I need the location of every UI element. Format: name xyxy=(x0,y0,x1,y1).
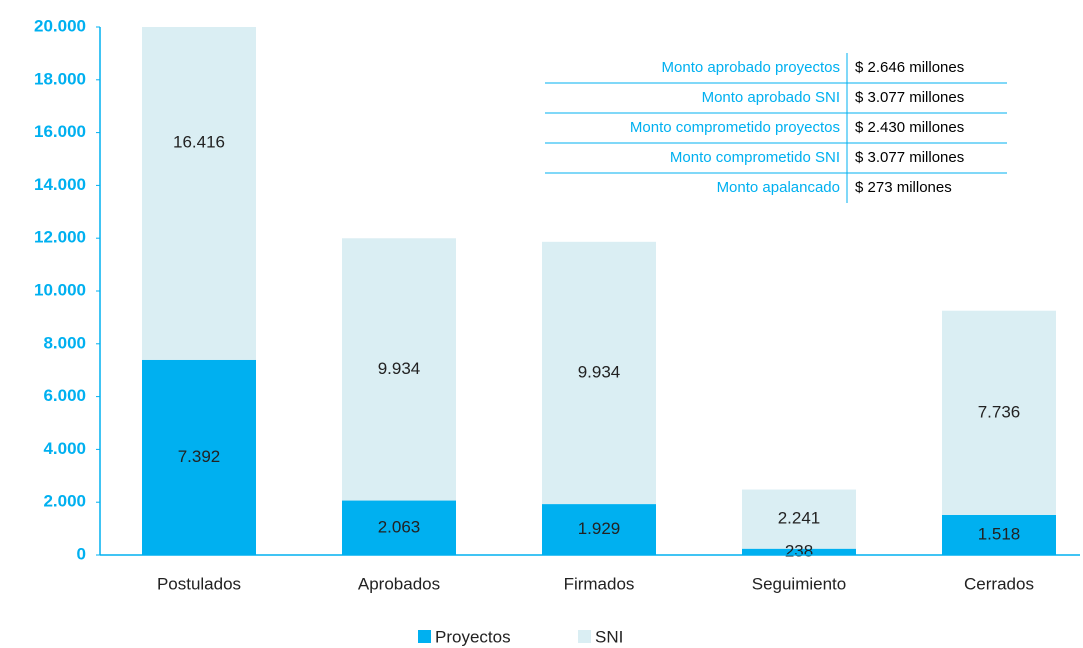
data-label: 16.416 xyxy=(173,133,225,152)
bar-segment xyxy=(142,27,256,360)
table-value: $ 2.430 millones xyxy=(855,119,964,136)
legend-swatch xyxy=(418,630,431,643)
bar-segment xyxy=(742,548,856,555)
y-tick-label: 20.000 xyxy=(34,16,86,35)
x-tick-label: Seguimiento xyxy=(752,574,847,593)
bar-segment xyxy=(542,504,656,555)
bar-segment xyxy=(542,241,656,505)
data-label: 1.929 xyxy=(578,519,621,538)
y-tick-label: 4.000 xyxy=(43,439,86,458)
summary-table: Monto aprobado proyectos $ 2.646 millones… xyxy=(545,53,1007,203)
data-label: 2.063 xyxy=(378,517,421,536)
bar-segment xyxy=(942,514,1056,555)
y-tick-label: 14.000 xyxy=(34,175,86,194)
data-label: 9.934 xyxy=(378,359,421,378)
table-value: $ 273 millones xyxy=(855,179,952,196)
data-label: 2.241 xyxy=(778,509,821,528)
table-label: Monto aprobado SNI xyxy=(702,89,840,106)
data-label: 9.934 xyxy=(578,362,621,381)
bar-segment xyxy=(942,310,1056,515)
data-label: 7.736 xyxy=(978,402,1021,421)
y-tick-label: 8.000 xyxy=(43,333,86,352)
y-tick-label: 18.000 xyxy=(34,69,86,88)
bar-segment xyxy=(342,238,456,501)
y-tick-label: 2.000 xyxy=(43,492,86,511)
x-tick-label: Cerrados xyxy=(964,574,1034,593)
table-value: $ 2.646 millones xyxy=(855,59,964,76)
y-tick-label: 16.000 xyxy=(34,122,86,141)
bar-segment xyxy=(742,489,856,549)
x-tick-label: Firmados xyxy=(564,574,635,593)
y-tick-label: 12.000 xyxy=(34,228,86,247)
table-value: $ 3.077 millones xyxy=(855,149,964,166)
legend-label: Proyectos xyxy=(435,627,511,646)
data-label: 238 xyxy=(785,541,813,560)
table-value: $ 3.077 millones xyxy=(855,89,964,106)
bar-segment xyxy=(142,359,256,555)
bars xyxy=(142,27,1056,555)
y-tick-label: 10.000 xyxy=(34,280,86,299)
table-label: Monto aprobado proyectos xyxy=(662,59,840,76)
table-label: Monto comprometido SNI xyxy=(670,149,840,166)
legend-swatch xyxy=(578,630,591,643)
y-tick-label: 0 xyxy=(77,544,86,563)
table-label: Monto apalancado xyxy=(717,179,840,196)
data-label: 7.392 xyxy=(178,447,221,466)
legend-label: SNI xyxy=(595,627,623,646)
x-tick-label: Postulados xyxy=(157,574,241,593)
x-tick-label: Aprobados xyxy=(358,574,440,593)
table-label: Monto comprometido proyectos xyxy=(630,119,840,136)
data-label: 1.518 xyxy=(978,524,1021,543)
legend: Proyectos SNI xyxy=(418,627,623,646)
y-tick-label: 6.000 xyxy=(43,386,86,405)
bar-segment xyxy=(342,500,456,555)
